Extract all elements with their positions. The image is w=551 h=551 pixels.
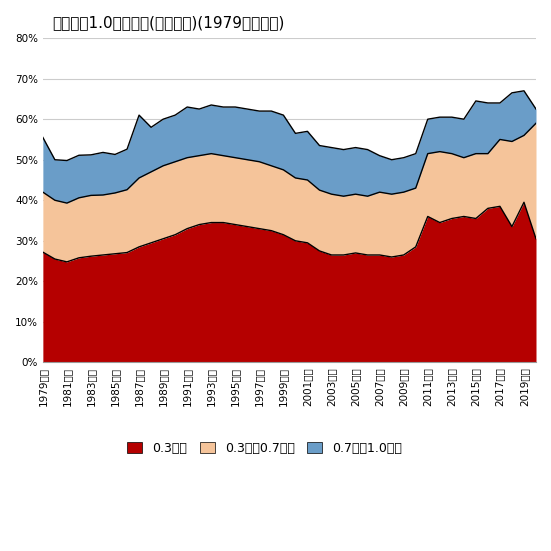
Text: 裸眼視力1.0未満の人(高等学校)(1979年度以降): 裸眼視力1.0未満の人(高等学校)(1979年度以降): [53, 15, 285, 30]
Legend: 0.3未満, 0.3以上0.7未満, 0.7以上1.0未満: 0.3未満, 0.3以上0.7未満, 0.7以上1.0未満: [122, 437, 407, 460]
